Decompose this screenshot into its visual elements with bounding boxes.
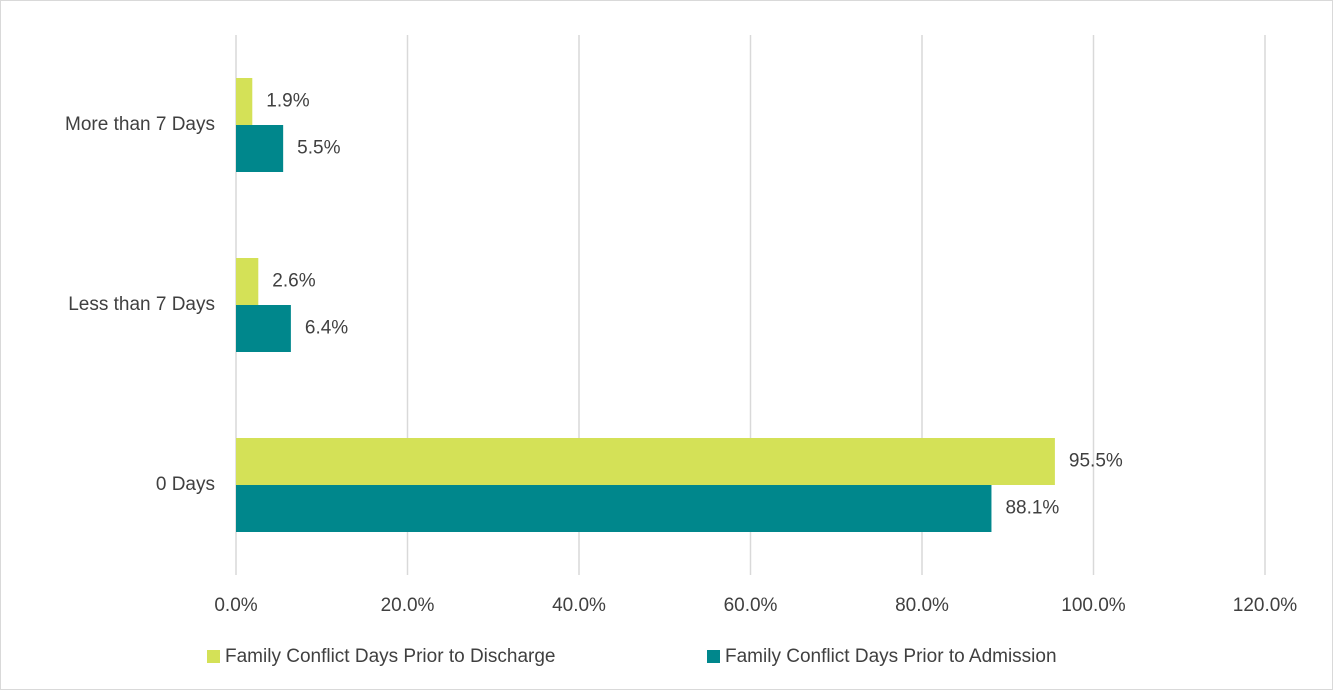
x-tick-label: 100.0%: [1061, 595, 1126, 616]
bar: [236, 125, 284, 172]
data-label: 95.5%: [1069, 451, 1123, 472]
data-label: 1.9%: [266, 91, 309, 112]
bar: [236, 78, 253, 125]
data-label: 88.1%: [1005, 498, 1059, 519]
y-tick-label: More than 7 Days: [65, 114, 215, 135]
x-tick-label: 60.0%: [724, 595, 778, 616]
x-tick-label: 0.0%: [214, 595, 257, 616]
bar: [236, 305, 291, 352]
data-label: 6.4%: [305, 318, 348, 339]
bar: [236, 485, 992, 532]
bar: [236, 258, 259, 305]
y-tick-label: Less than 7 Days: [68, 294, 215, 315]
legend-swatch: [207, 650, 220, 663]
x-tick-label: 80.0%: [895, 595, 949, 616]
bar: [236, 438, 1055, 485]
legend-label: Family Conflict Days Prior to Discharge: [225, 646, 555, 667]
x-tick-label: 120.0%: [1233, 595, 1298, 616]
legend-swatch: [707, 650, 720, 663]
y-tick-label: 0 Days: [156, 474, 215, 495]
legend-label: Family Conflict Days Prior to Admission: [725, 646, 1057, 667]
x-tick-label: 20.0%: [381, 595, 435, 616]
data-label: 5.5%: [297, 138, 340, 159]
x-tick-label: 40.0%: [552, 595, 606, 616]
data-label: 2.6%: [272, 271, 315, 292]
